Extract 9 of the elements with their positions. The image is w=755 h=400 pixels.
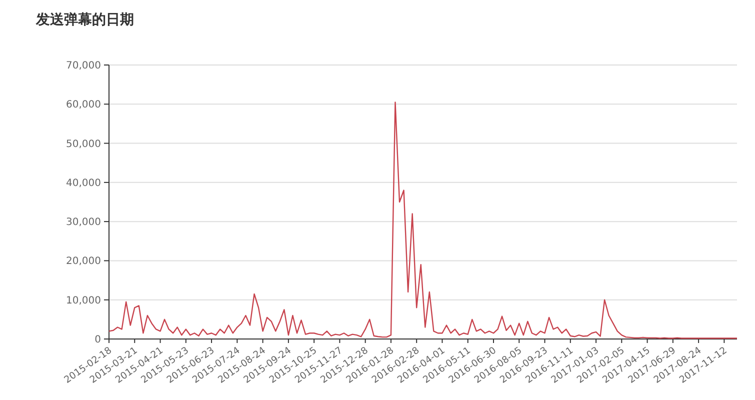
y-tick-label: 40,000: [66, 178, 101, 189]
y-tick-label: 20,000: [66, 256, 101, 268]
chart-title: 发送弹幕的日期: [35, 11, 134, 28]
y-tick-label: 60,000: [66, 100, 101, 111]
y-tick-label: 50,000: [66, 138, 101, 150]
y-tick-label: 10,000: [66, 295, 101, 306]
y-tick-label: 30,000: [66, 217, 101, 228]
y-tick-label: 0: [94, 334, 101, 346]
y-tick-label: 70,000: [66, 60, 101, 72]
